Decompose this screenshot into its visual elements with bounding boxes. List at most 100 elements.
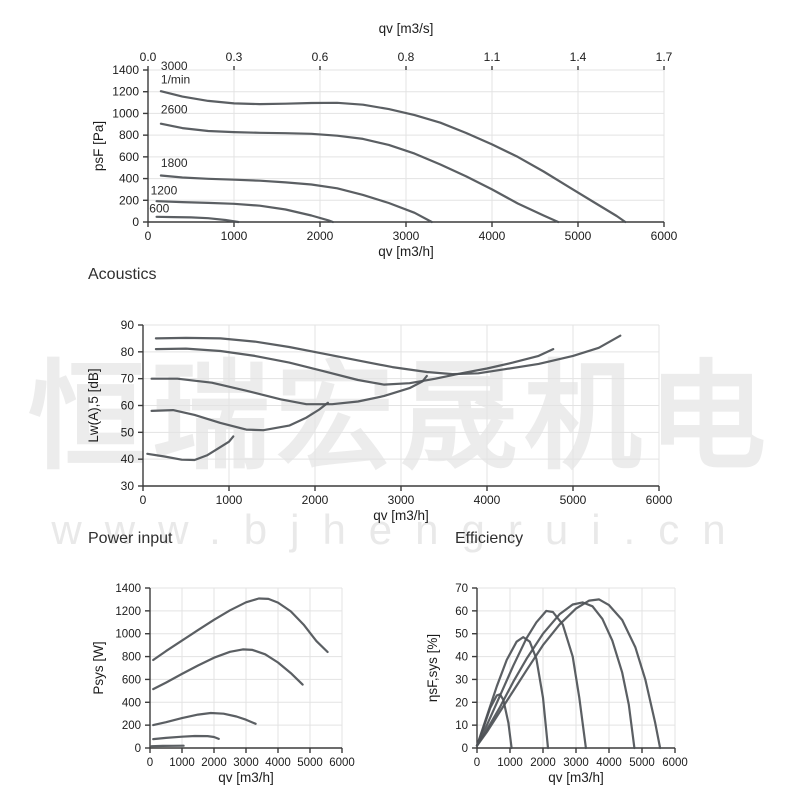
svg-text:1000: 1000 <box>112 106 139 120</box>
svg-text:0: 0 <box>145 229 152 243</box>
svg-text:6000: 6000 <box>651 229 678 243</box>
svg-text:4000: 4000 <box>474 493 501 507</box>
acoustics-curve-600 <box>146 435 235 462</box>
power-chart: 0 1000 2000 3000 4000 5000 6000140012001000800… <box>91 583 355 785</box>
pressure-xlabel: qv [m3/h] <box>378 244 434 259</box>
svg-text:1200: 1200 <box>112 85 139 99</box>
svg-text:60: 60 <box>121 399 135 413</box>
svg-text:0: 0 <box>462 743 468 755</box>
acoustics-chart: 0 1000 2000 3000 4000 5000 600090807060504030q… <box>86 318 673 523</box>
svg-text:1200: 1200 <box>151 184 178 198</box>
svg-text:2600: 2600 <box>161 102 188 116</box>
acoustics-curve-3000 <box>154 334 622 376</box>
svg-text:50: 50 <box>121 425 135 439</box>
efficiency-curve-1800 <box>475 609 588 750</box>
acoustics-curve-2600 <box>154 347 555 386</box>
svg-text:600: 600 <box>149 201 169 215</box>
pressure-curve-2600 <box>159 122 560 224</box>
power-tick-labels: 0 1000 2000 3000 4000 5000 6000140012001000800… <box>115 583 354 769</box>
acoustics-axes <box>138 324 660 491</box>
svg-text:1/min: 1/min <box>161 73 190 87</box>
svg-text:0: 0 <box>132 215 139 229</box>
efficiency-curve-1200 <box>475 635 550 750</box>
acoustics-axis-titles: qv [m3/h] Lw(A),5 [dB] <box>86 368 429 523</box>
svg-text:400: 400 <box>119 172 139 186</box>
efficiency-curve-3000 <box>475 598 662 750</box>
svg-text:6000: 6000 <box>329 757 355 769</box>
svg-text:1400: 1400 <box>115 583 141 595</box>
acoustics-grid <box>142 324 660 487</box>
svg-text:30: 30 <box>121 479 135 493</box>
svg-text:4000: 4000 <box>596 757 622 769</box>
pressure-x2label: qv [m3/s] <box>379 21 434 36</box>
acoustics-tick-labels: 0 1000 2000 3000 4000 5000 6000 90 80 70 60 50 40 30 <box>121 318 673 507</box>
efficiency-axis-titles: qv [m3/h] ηsF,sys [%] <box>425 634 604 785</box>
svg-text:2000: 2000 <box>302 493 329 507</box>
watermark-url-text: www.bjhengrui.cn <box>51 506 749 553</box>
svg-text:0: 0 <box>474 757 480 769</box>
acoustics-xlabel: qv [m3/h] <box>373 508 429 523</box>
svg-text:2000: 2000 <box>307 229 334 243</box>
svg-text:20: 20 <box>455 697 468 709</box>
efficiency-grid <box>476 587 676 749</box>
svg-text:30: 30 <box>455 674 468 686</box>
svg-text:3000: 3000 <box>161 59 188 73</box>
svg-text:200: 200 <box>119 193 139 207</box>
svg-text:1.1: 1.1 <box>484 50 501 64</box>
svg-text:6000: 6000 <box>646 493 673 507</box>
power-curve-600 <box>150 744 185 748</box>
svg-text:3000: 3000 <box>393 229 420 243</box>
svg-text:5000: 5000 <box>560 493 587 507</box>
svg-text:400: 400 <box>122 697 141 709</box>
acoustics-ylabel: Lw(A),5 [dB] <box>86 368 101 442</box>
efficiency-xlabel: qv [m3/h] <box>548 770 604 785</box>
svg-text:0.0: 0.0 <box>140 50 157 64</box>
acoustics-series <box>146 334 622 462</box>
svg-text:200: 200 <box>122 720 141 732</box>
pressure-grid <box>147 69 665 223</box>
power-ylabel: Psys [W] <box>91 641 106 694</box>
svg-text:70: 70 <box>455 583 468 595</box>
svg-text:1200: 1200 <box>115 606 141 618</box>
svg-text:4000: 4000 <box>265 757 291 769</box>
svg-text:1.4: 1.4 <box>570 50 587 64</box>
pressure-tick-labels: 0 1000 2000 3000 4000 5000 6000140012001000800… <box>112 50 677 243</box>
svg-text:1000: 1000 <box>221 229 248 243</box>
efficiency-axes <box>472 587 676 753</box>
watermark-chinese-text: 恒瑞宏晟机电 <box>27 352 772 484</box>
power-grid <box>149 587 343 749</box>
svg-text:0.8: 0.8 <box>398 50 415 64</box>
svg-text:80: 80 <box>121 345 135 359</box>
pressure-series <box>155 90 627 224</box>
efficiency-heading: Efficiency <box>455 530 524 547</box>
svg-text:70: 70 <box>121 372 135 386</box>
svg-text:3000: 3000 <box>563 757 589 769</box>
svg-text:1400: 1400 <box>112 63 139 77</box>
svg-text:6000: 6000 <box>662 757 688 769</box>
svg-text:10: 10 <box>455 720 468 732</box>
svg-text:1000: 1000 <box>169 757 195 769</box>
svg-text:1000: 1000 <box>497 757 523 769</box>
svg-text:40: 40 <box>455 652 468 664</box>
power-curve-1800 <box>152 711 257 727</box>
power-series <box>150 597 329 748</box>
efficiency-curve-2600 <box>475 601 636 750</box>
efficiency-curve-600 <box>475 693 513 750</box>
svg-text:5000: 5000 <box>629 757 655 769</box>
svg-text:0: 0 <box>147 757 153 769</box>
svg-text:3000: 3000 <box>233 757 259 769</box>
svg-text:800: 800 <box>122 652 141 664</box>
svg-text:1.7: 1.7 <box>656 50 673 64</box>
acoustics-heading: Acoustics <box>88 266 157 283</box>
svg-text:50: 50 <box>455 629 468 641</box>
svg-text:3000: 3000 <box>388 493 415 507</box>
svg-text:0.3: 0.3 <box>226 50 243 64</box>
power-axis-titles: qv [m3/h] Psys [W] <box>91 641 274 785</box>
svg-text:90: 90 <box>121 318 135 332</box>
acoustics-curve-1800 <box>150 374 428 406</box>
svg-text:5000: 5000 <box>565 229 592 243</box>
pressure-axes <box>143 66 665 227</box>
